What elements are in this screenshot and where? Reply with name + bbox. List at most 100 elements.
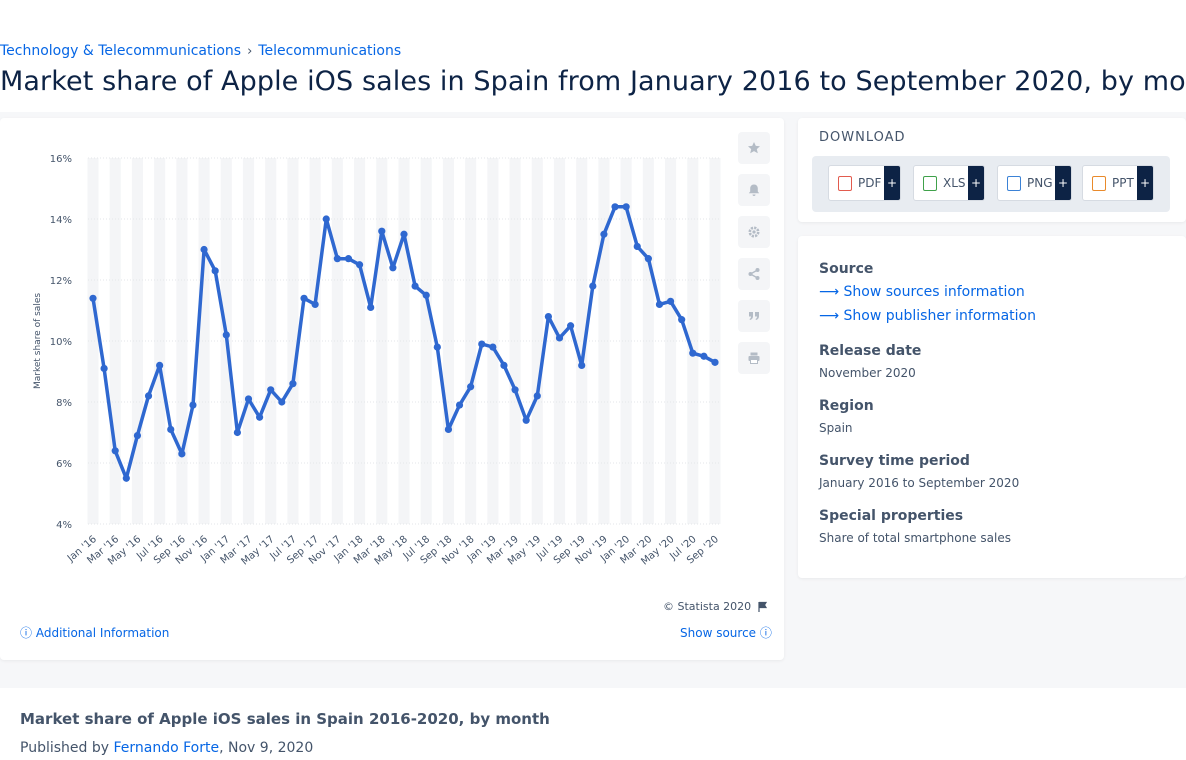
png-file-icon — [1007, 175, 1021, 191]
data-point — [300, 294, 308, 302]
data-point — [122, 474, 130, 482]
data-point — [233, 428, 241, 437]
data-point — [489, 343, 497, 351]
download-bar: PDF + XLS + PNG + PPT + — [812, 156, 1170, 212]
special-properties-value: Share of total smartphone sales — [819, 531, 1011, 545]
header-background — [0, 0, 1186, 112]
download-ppt-button[interactable]: PPT + — [1082, 165, 1154, 201]
chart-band — [620, 158, 632, 524]
info-icon: ⓘ — [20, 626, 33, 640]
y-tick-label: 10% — [50, 337, 72, 348]
chart-band — [87, 158, 99, 524]
show-source-link[interactable]: Show source ⓘ — [680, 624, 772, 641]
special-properties-label: Special properties — [819, 508, 964, 524]
download-xls-button[interactable]: XLS + — [913, 165, 985, 201]
y-tick-label: 16% — [50, 154, 72, 165]
xls-file-icon — [923, 175, 937, 191]
show-sources-label: Show sources information — [843, 284, 1025, 300]
release-date-label: Release date — [819, 343, 922, 359]
data-point — [400, 230, 408, 238]
chart-band — [354, 158, 366, 524]
data-point — [678, 316, 686, 324]
statistic-details-card: Source ⟶ Show sources information ⟶ Show… — [798, 236, 1186, 578]
source-label: Source — [819, 261, 874, 277]
cite-button[interactable] — [738, 300, 770, 332]
share-button[interactable] — [738, 258, 770, 290]
y-axis-label: Market share of sales — [33, 293, 43, 389]
data-point — [411, 282, 419, 290]
region-label: Region — [819, 398, 874, 414]
show-sources-link[interactable]: ⟶ Show sources information — [819, 284, 1025, 300]
data-point — [211, 267, 219, 275]
plus-icon: + — [968, 166, 984, 200]
data-point — [389, 264, 397, 272]
y-tick-label: 14% — [50, 215, 72, 226]
data-point — [289, 380, 297, 388]
chart-band — [420, 158, 432, 524]
plus-icon: + — [884, 166, 900, 200]
chart-band — [154, 158, 166, 524]
print-button[interactable] — [738, 342, 770, 374]
data-point — [344, 255, 353, 263]
ppt-file-icon — [1092, 175, 1106, 191]
data-point — [422, 291, 430, 299]
author-link[interactable]: Fernando Forte — [113, 740, 220, 756]
additional-information-link[interactable]: ⓘ Additional Information — [20, 624, 169, 641]
data-point — [478, 340, 486, 348]
star-icon — [748, 142, 760, 154]
data-point — [467, 383, 475, 391]
y-tick-label: 8% — [56, 398, 72, 409]
publication-date: , Nov 9, 2020 — [219, 740, 314, 756]
chart-band — [465, 158, 477, 524]
published-by-label: Published by — [20, 740, 114, 756]
chart-band — [487, 158, 499, 524]
download-pdf-button[interactable]: PDF + — [828, 165, 901, 201]
data-point — [133, 431, 142, 440]
show-publisher-label: Show publisher information — [843, 308, 1036, 324]
survey-period-value: January 2016 to September 2020 — [819, 476, 1020, 490]
favorite-button[interactable] — [738, 132, 770, 164]
data-point — [644, 255, 652, 263]
chart-band — [242, 158, 255, 524]
data-point — [189, 401, 197, 409]
breadcrumb-item-technology[interactable]: Technology & Telecommunications — [0, 43, 242, 59]
chart-band — [265, 158, 277, 524]
data-point — [278, 398, 286, 406]
region-value: Spain — [819, 421, 853, 435]
publication-card: Market share of Apple iOS sales in Spain… — [0, 688, 1186, 760]
chart-band — [509, 158, 521, 524]
plus-icon: + — [1137, 166, 1153, 200]
show-publisher-link[interactable]: ⟶ Show publisher information — [819, 308, 1036, 324]
download-pdf-label: PDF — [858, 176, 882, 190]
chart-band — [598, 158, 610, 524]
data-point — [689, 349, 697, 357]
data-point — [455, 401, 464, 409]
chart-card: 4% 6% 8% 10% 12% 14% 16% Market share of sales J… — [0, 118, 784, 660]
chart-band — [309, 158, 321, 524]
data-point — [711, 358, 719, 366]
notification-button[interactable] — [738, 174, 770, 206]
data-point — [666, 297, 675, 305]
publication-byline: Published by Fernando Forte, Nov 9, 2020 — [20, 740, 313, 756]
data-point — [567, 322, 575, 330]
data-point — [333, 255, 341, 263]
quote-icon — [749, 312, 759, 320]
data-point — [611, 203, 619, 211]
release-date-value: November 2020 — [819, 366, 916, 380]
pdf-file-icon — [838, 175, 852, 191]
download-xls-label: XLS — [943, 176, 966, 190]
breadcrumb-item-telecommunications[interactable]: Telecommunications — [258, 43, 402, 59]
breadcrumb: Technology & Telecommunications › Teleco… — [0, 43, 401, 59]
arrow-right-icon: ⟶ — [819, 308, 840, 324]
gear-icon — [748, 226, 760, 238]
data-point — [222, 331, 230, 339]
page-title: Market share of Apple iOS sales in Spain… — [0, 66, 1186, 97]
data-point — [655, 300, 664, 308]
settings-button[interactable] — [738, 216, 770, 248]
show-source-label: Show source — [680, 626, 757, 640]
data-point — [444, 425, 453, 434]
flag-icon[interactable] — [757, 601, 769, 613]
data-point — [622, 203, 630, 211]
data-point — [111, 447, 119, 455]
download-png-button[interactable]: PNG + — [997, 165, 1072, 201]
